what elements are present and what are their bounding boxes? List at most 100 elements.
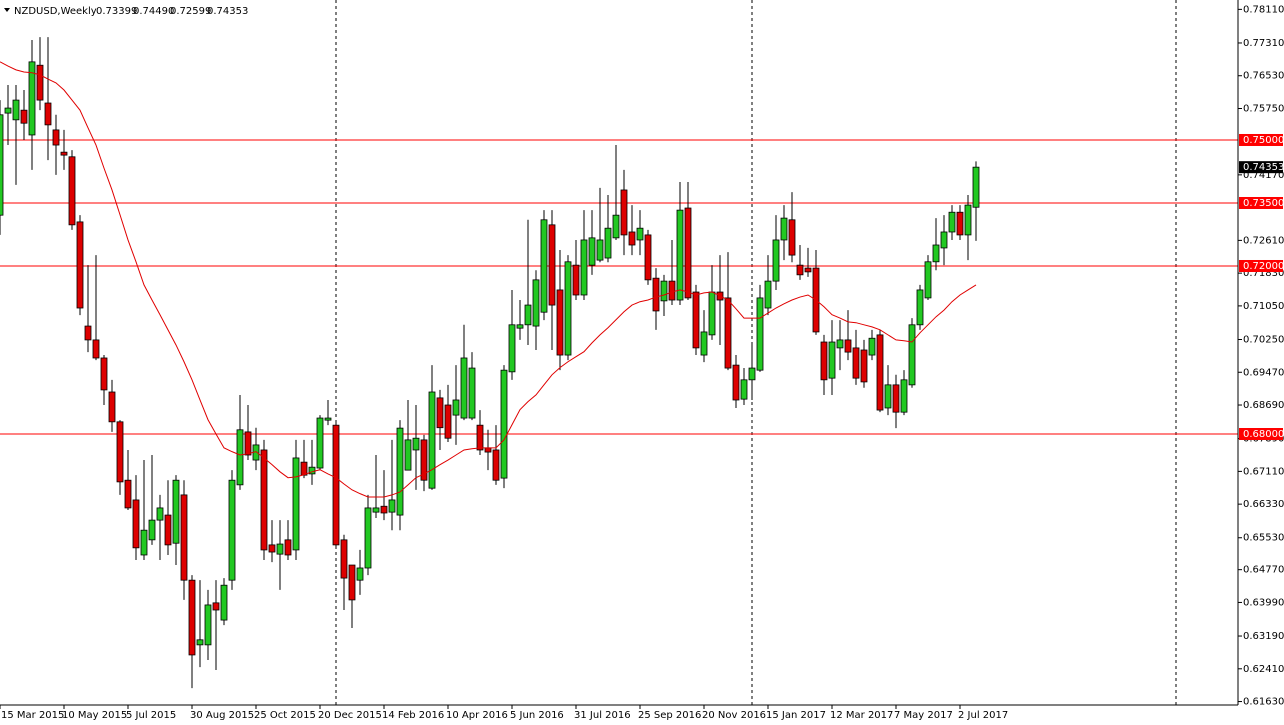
candle-body <box>628 231 636 246</box>
candle-body <box>60 151 68 156</box>
x-tick-label: 20 Dec 2015 <box>318 710 382 721</box>
candle-body <box>356 567 364 581</box>
candle-body <box>436 397 444 429</box>
candle-body <box>652 277 660 312</box>
y-tick-label: 0.68690 <box>1243 400 1284 411</box>
x-tick-label: 2 Jul 2017 <box>958 710 1008 721</box>
candle-body <box>348 564 356 601</box>
candle-body <box>828 341 836 379</box>
header-high: 0.74490 <box>133 6 174 17</box>
y-tick-label: 0.71830 <box>1243 268 1284 279</box>
candle-body <box>148 519 156 541</box>
candle-body <box>52 129 60 146</box>
candle-body <box>4 107 12 114</box>
x-tick-label: 31 Jul 2016 <box>574 710 631 721</box>
candle-body <box>404 439 412 471</box>
candle-body <box>932 244 940 263</box>
level-label: 0.73500 <box>1243 198 1284 209</box>
candle-body <box>300 461 308 476</box>
candle-body <box>532 279 540 327</box>
candle-body <box>108 391 116 423</box>
candle-body <box>724 297 732 369</box>
candle-body <box>820 341 828 381</box>
candle-body <box>228 479 236 581</box>
level-label: 0.75000 <box>1243 135 1284 146</box>
candle-body <box>668 280 676 301</box>
candle-body <box>244 431 252 456</box>
y-tick-label: 0.78110 <box>1243 4 1284 15</box>
candle-body <box>676 209 684 301</box>
candle-body <box>908 324 916 386</box>
candle-body <box>900 379 908 413</box>
candle-body <box>476 424 484 451</box>
candle-body <box>660 280 668 302</box>
candle-body <box>156 507 164 521</box>
candle-body <box>372 507 380 513</box>
current-price-box <box>1239 161 1283 174</box>
candle-body <box>956 211 964 236</box>
candle-body <box>788 219 796 256</box>
candle-body <box>268 544 276 553</box>
candle-body <box>36 64 44 101</box>
candle-body <box>412 437 420 451</box>
candle-body <box>284 539 292 556</box>
candle-body <box>116 421 124 483</box>
candle-body <box>468 367 476 419</box>
candle-body <box>516 324 524 329</box>
candle-body <box>876 334 884 411</box>
candle-body <box>748 367 756 381</box>
candle-body <box>324 417 332 421</box>
candle-body <box>508 324 516 373</box>
candle-body <box>564 261 572 356</box>
y-tick-label: 0.63190 <box>1243 631 1284 642</box>
candle-body <box>924 261 932 299</box>
y-tick-label: 0.77310 <box>1243 38 1284 49</box>
candle-body <box>0 114 4 216</box>
level-label: 0.68000 <box>1243 429 1284 440</box>
candle-body <box>524 304 532 326</box>
plot <box>0 37 1238 689</box>
candle-body <box>636 227 644 241</box>
y-tick-label: 0.62410 <box>1243 664 1284 675</box>
candle-body <box>180 494 188 581</box>
candle-body <box>852 347 860 379</box>
candle-body <box>604 227 612 259</box>
candle-body <box>548 224 556 306</box>
candle-body <box>292 457 300 551</box>
candle-body <box>540 219 548 313</box>
candle-body <box>44 102 52 126</box>
candle-body <box>20 109 28 124</box>
candle-body <box>316 417 324 469</box>
level-label: 0.72000 <box>1243 261 1284 272</box>
axes: 0.78110 0.77310 0.76530 0.75750 0.74170 0.726… <box>0 4 1284 721</box>
candle-body <box>772 239 780 282</box>
candle-body <box>764 280 772 309</box>
candle-body <box>844 339 852 353</box>
candle-body <box>484 447 492 453</box>
y-tick-label: 0.72610 <box>1243 235 1284 246</box>
candle-body <box>948 211 956 233</box>
level-label-box <box>1239 196 1283 209</box>
candle-body <box>612 214 620 239</box>
candle-body <box>340 539 348 579</box>
candle-body <box>860 349 868 383</box>
candle-body <box>756 297 764 371</box>
header-close: 0.74353 <box>207 6 248 17</box>
candle-body <box>796 264 804 276</box>
candle-body <box>588 237 596 266</box>
candle-body <box>124 479 132 509</box>
y-tick-label: 0.74170 <box>1243 170 1284 181</box>
candle-body <box>620 189 628 236</box>
candle-body <box>868 337 876 356</box>
x-tick-label: 25 Sep 2016 <box>638 710 701 721</box>
y-tick-label: 0.63990 <box>1243 597 1284 608</box>
candle-body <box>140 529 148 556</box>
candle-body <box>892 384 900 413</box>
x-tick-label: 10 Apr 2016 <box>446 710 508 721</box>
candle-body <box>68 156 76 226</box>
candle-body <box>76 221 84 309</box>
candle-body <box>780 217 788 241</box>
candle-body <box>916 289 924 326</box>
